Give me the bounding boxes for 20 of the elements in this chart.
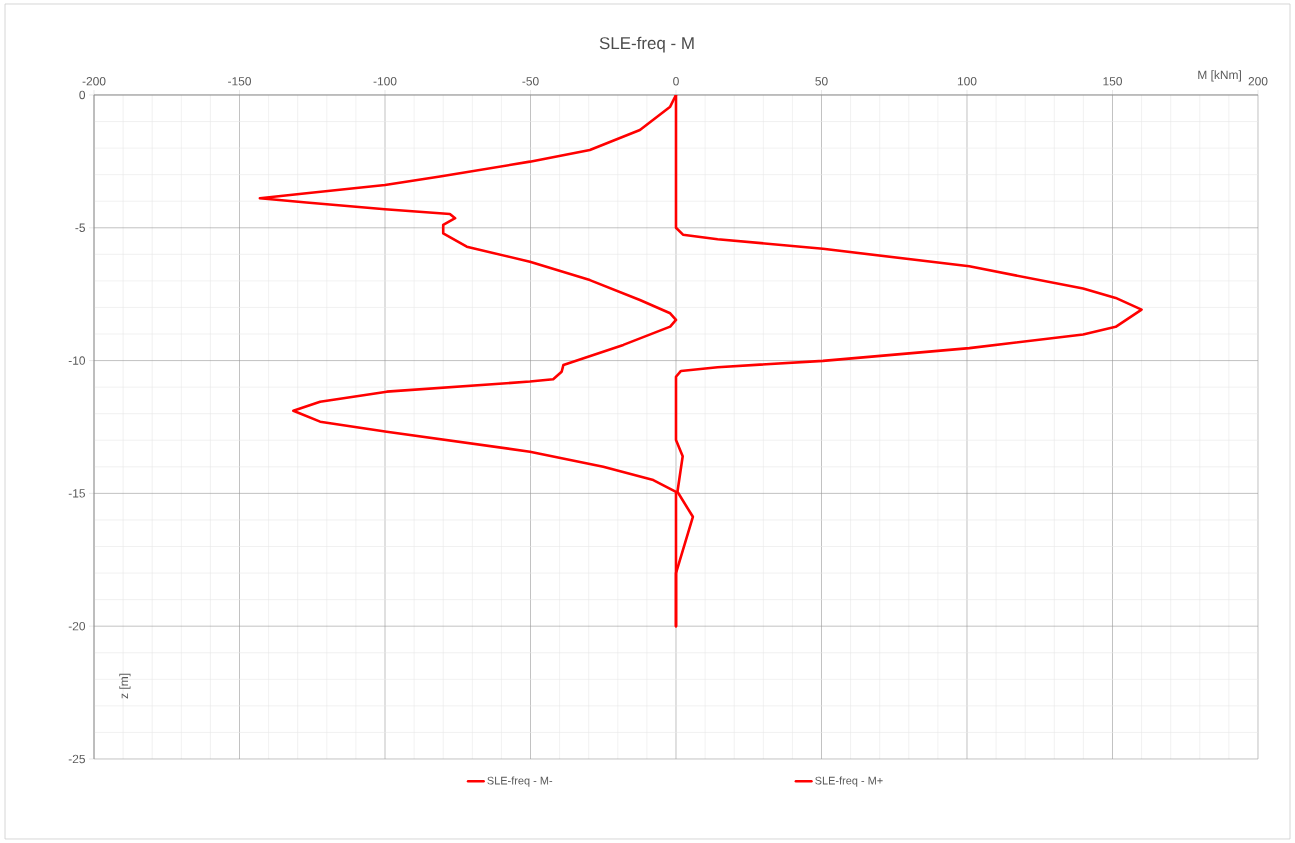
y-axis-title: z [m] (119, 673, 131, 699)
x-tick-label: -100 (373, 77, 397, 86)
y-tick-label: -5 (75, 223, 85, 232)
y-tick-label: -10 (68, 356, 86, 365)
y-tick-label: -25 (68, 754, 85, 764)
x-tick-label: -50 (522, 77, 539, 86)
legend-label: SLE-freq - M- (487, 776, 553, 787)
x-tick-label: -150 (228, 77, 252, 86)
legend-label: SLE-freq - M+ (815, 776, 883, 787)
x-tick-label: -200 (82, 77, 106, 86)
x-axis-title: M [kNm] (1198, 70, 1241, 82)
x-tick-label: 50 (815, 77, 828, 86)
x-tick-label: 200 (1248, 77, 1268, 86)
y-tick-label: 0 (79, 90, 86, 100)
x-tick-label: 100 (957, 77, 977, 86)
x-tick-label: 0 (673, 77, 679, 86)
x-tick-label: 150 (1103, 77, 1122, 86)
y-tick-label: -20 (68, 621, 86, 631)
y-tick-label: -15 (68, 489, 85, 498)
chart-title: SLE-freq - M (599, 36, 694, 53)
